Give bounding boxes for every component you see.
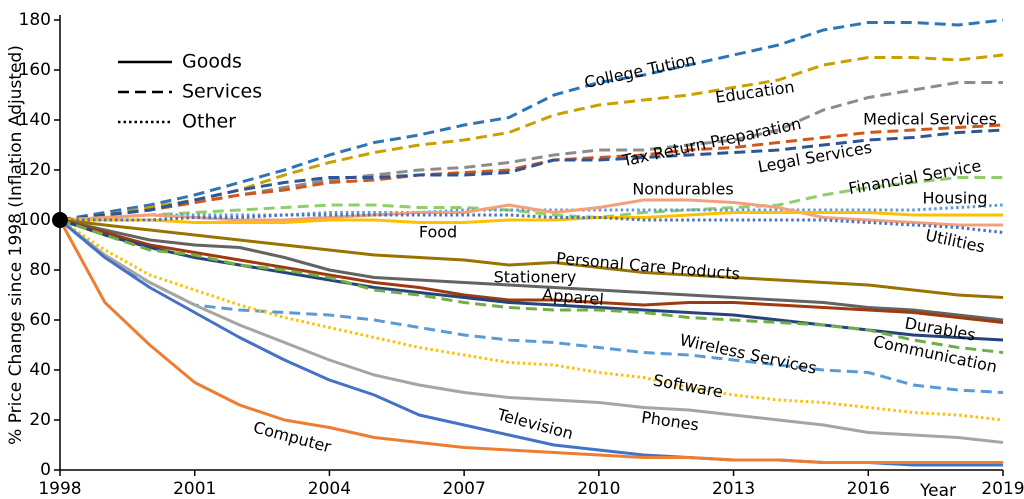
series-line [59, 218, 1004, 299]
series-label: Medical Services [863, 110, 997, 129]
series-line [59, 18, 1004, 222]
x-tick-label: 2004 [308, 479, 351, 499]
series-label: Utilities [924, 225, 987, 256]
x-tick-label: 2001 [173, 479, 216, 499]
x-tick-label: 2010 [577, 479, 620, 499]
series-line [60, 211, 1003, 224]
series-line [59, 123, 1004, 222]
legend-label: Other [182, 111, 236, 133]
y-tick-label: 0 [40, 460, 51, 480]
y-tick-label: 100 [19, 210, 51, 230]
y-axis-label: % Price Change since 1998 (Inflation Adj… [6, 45, 26, 445]
x-tick-label: 2019 [981, 479, 1024, 499]
x-tick-label: 2013 [712, 479, 755, 499]
series-line [59, 128, 1004, 222]
series-line [58, 219, 1003, 464]
series-label: College Tution [583, 50, 697, 92]
series-label: Education [714, 77, 796, 107]
series-label: Nondurables [632, 180, 733, 199]
legend-label: Goods [182, 51, 242, 73]
x-tick-label: 2016 [847, 479, 890, 499]
series-label: Software [652, 371, 725, 402]
series-line [59, 218, 1004, 394]
series-line [59, 218, 1004, 422]
series-line [59, 218, 1004, 444]
x-axis-label: Year [919, 481, 956, 499]
y-tick-label: 160 [19, 60, 51, 80]
series-label: Wireless Services [678, 330, 818, 378]
x-tick-label: 1998 [38, 479, 81, 499]
series-label: Food [419, 223, 457, 242]
series-label: Stationery [494, 268, 577, 287]
y-tick-label: 180 [19, 10, 51, 30]
legend-label: Services [182, 81, 262, 103]
series-label: Housing [922, 189, 987, 208]
series-line [59, 218, 1004, 322]
y-tick-label: 140 [19, 110, 51, 130]
series-line [59, 176, 1003, 222]
series-line [59, 218, 1004, 354]
series-label: Television [494, 405, 575, 444]
y-tick-label: 120 [19, 160, 51, 180]
y-tick-label: 80 [29, 260, 51, 280]
y-tick-label: 60 [29, 310, 51, 330]
series-label: Computer [251, 418, 333, 457]
series-label: Personal Care Products [555, 249, 740, 284]
x-tick-label: 2007 [443, 479, 486, 499]
series-line [59, 218, 1004, 324]
y-tick-label: 40 [29, 360, 51, 380]
y-tick-label: 20 [29, 410, 51, 430]
series-line [59, 198, 1003, 227]
